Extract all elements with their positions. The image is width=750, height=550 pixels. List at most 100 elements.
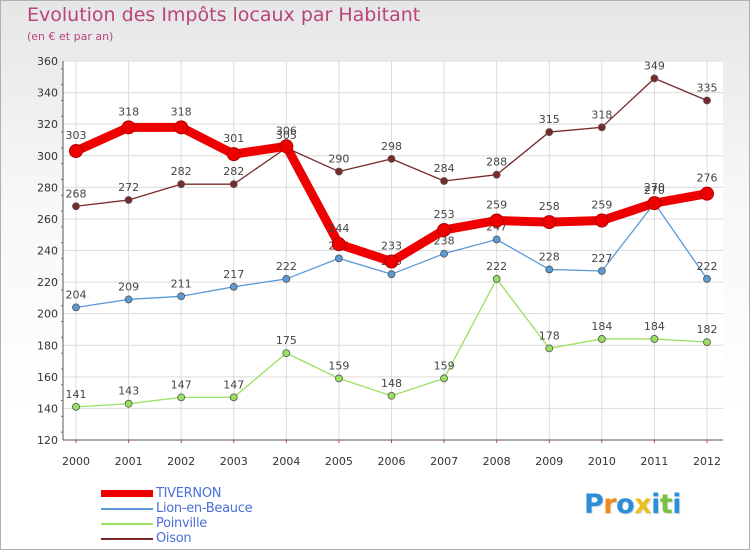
data-label-tivernon-2001: 318 (118, 105, 139, 118)
data-label-tivernon-2007: 253 (434, 208, 455, 221)
data-point-tivernon-2007 (437, 222, 452, 237)
x-tick-label-2011: 2011 (640, 455, 668, 468)
data-label-tivernon-2002: 318 (171, 105, 192, 118)
data-label-oison-2009: 315 (539, 113, 560, 126)
data-label-oison-2001: 272 (118, 181, 139, 194)
logo-letter: x (634, 489, 652, 520)
data-label-lion-en-beauce-2011: 270 (644, 184, 665, 197)
data-label-lion-en-beauce-2010: 227 (591, 252, 612, 265)
data-label-tivernon-2011: 270 (644, 181, 665, 194)
data-label-oison-2011: 349 (644, 59, 665, 72)
data-label-tivernon-2000: 303 (66, 129, 87, 142)
data-label-poinville-2002: 147 (171, 378, 192, 391)
data-label-poinville-2001: 143 (118, 385, 139, 398)
y-tick-label-300: 300 (37, 150, 58, 163)
y-tick-label-220: 220 (37, 276, 58, 289)
data-label-tivernon-2009: 258 (539, 200, 560, 213)
x-tick-label-2005: 2005 (325, 455, 353, 468)
data-label-poinville-2005: 159 (328, 359, 349, 372)
data-point-lion-en-beauce-2000 (72, 303, 80, 312)
data-point-tivernon-2009 (542, 215, 557, 230)
data-label-lion-en-beauce-2012: 222 (697, 260, 718, 273)
chart-title: Evolution des Impôts locaux par Habitant (27, 4, 421, 26)
y-tick-label-180: 180 (37, 339, 58, 352)
data-point-poinville-2006 (387, 391, 396, 400)
data-label-oison-2012: 335 (697, 81, 718, 94)
proxiti-logo: Proxiti (584, 489, 682, 520)
data-label-lion-en-beauce-2000: 204 (66, 288, 87, 301)
data-point-tivernon-2011 (647, 196, 662, 211)
x-tick-label-2007: 2007 (430, 455, 458, 468)
x-tick-label-2001: 2001 (115, 455, 143, 468)
data-point-oison-2002 (177, 180, 186, 189)
data-label-oison-2004: 305 (276, 129, 297, 142)
data-point-oison-2001 (124, 196, 133, 204)
data-label-tivernon-2008: 259 (486, 198, 507, 211)
data-label-poinville-2011: 184 (644, 320, 665, 333)
data-label-tivernon-2012: 276 (697, 172, 718, 185)
data-label-tivernon-2004: 306 (276, 124, 297, 137)
data-point-poinville-2009 (545, 344, 554, 353)
data-point-lion-en-beauce-2009 (545, 265, 554, 274)
x-tick-label-2006: 2006 (378, 455, 406, 468)
logo-letter: P (584, 489, 604, 520)
data-label-oison-2005: 290 (328, 153, 349, 166)
data-point-lion-en-beauce-2006 (387, 270, 396, 279)
data-point-oison-2005 (335, 167, 343, 176)
legend-swatch-lion-en-beauce (101, 507, 153, 510)
data-point-oison-2006 (387, 155, 396, 163)
y-tick-label-260: 260 (37, 213, 58, 226)
data-label-tivernon-2010: 259 (591, 198, 612, 211)
y-tick-label-360: 360 (37, 55, 58, 68)
data-point-poinville-2002 (177, 393, 186, 402)
data-label-lion-en-beauce-2001: 209 (118, 280, 139, 293)
data-point-lion-en-beauce-2010 (597, 267, 606, 275)
x-tick-label-2002: 2002 (167, 455, 195, 468)
data-point-oison-2009 (545, 128, 554, 136)
data-point-lion-en-beauce-2002 (177, 292, 186, 301)
x-tick-label-2010: 2010 (588, 455, 616, 468)
data-label-tivernon-2006: 233 (381, 240, 402, 253)
data-point-lion-en-beauce-2003 (229, 282, 238, 291)
data-label-oison-2008: 288 (486, 156, 507, 169)
data-point-oison-2012 (703, 96, 711, 105)
data-label-oison-2003: 282 (223, 165, 244, 178)
data-label-poinville-2009: 178 (539, 329, 560, 342)
x-tick-label-2008: 2008 (483, 455, 511, 468)
y-tick-label-280: 280 (37, 181, 58, 194)
data-label-lion-en-beauce-2009: 228 (539, 250, 560, 263)
legend-item-lion-en-beauce: Lion-en-Beauce (101, 501, 253, 516)
data-point-poinville-2010 (597, 335, 606, 343)
data-point-lion-en-beauce-2007 (440, 249, 448, 258)
x-tick-label-2000: 2000 (62, 455, 90, 468)
data-label-oison-2006: 298 (381, 140, 402, 153)
legend-label-oison: Oison (156, 531, 192, 546)
data-label-oison-2007: 284 (434, 162, 455, 175)
data-label-tivernon-2003: 301 (223, 132, 244, 145)
logo-letter: i (672, 489, 682, 520)
data-point-poinville-2004 (282, 349, 291, 358)
data-point-tivernon-2012 (700, 186, 714, 201)
data-point-oison-2010 (597, 123, 606, 132)
data-point-tivernon-2010 (594, 213, 609, 228)
data-point-poinville-2008 (492, 275, 501, 283)
data-label-poinville-2006: 148 (381, 377, 402, 390)
data-point-tivernon-2000 (69, 144, 83, 159)
logo-letter: t (659, 489, 673, 520)
data-point-oison-2000 (72, 202, 80, 211)
x-tick-label-2009: 2009 (535, 455, 563, 468)
data-point-poinville-2003 (229, 393, 238, 402)
legend-item-poinville: Poinville (101, 516, 207, 531)
data-label-poinville-2000: 141 (66, 388, 87, 401)
data-point-lion-en-beauce-2012 (703, 275, 711, 283)
data-point-tivernon-2002 (174, 120, 189, 135)
data-label-oison-2002: 282 (171, 165, 192, 178)
data-label-lion-en-beauce-2003: 217 (223, 268, 244, 281)
data-label-poinville-2003: 147 (223, 378, 244, 391)
data-point-tivernon-2001 (121, 120, 136, 135)
data-point-poinville-2011 (650, 335, 659, 343)
legend-item-tivernon: TIVERNON (101, 486, 222, 501)
data-point-tivernon-2006 (384, 254, 399, 269)
legend-item-oison: Oison (101, 531, 192, 546)
